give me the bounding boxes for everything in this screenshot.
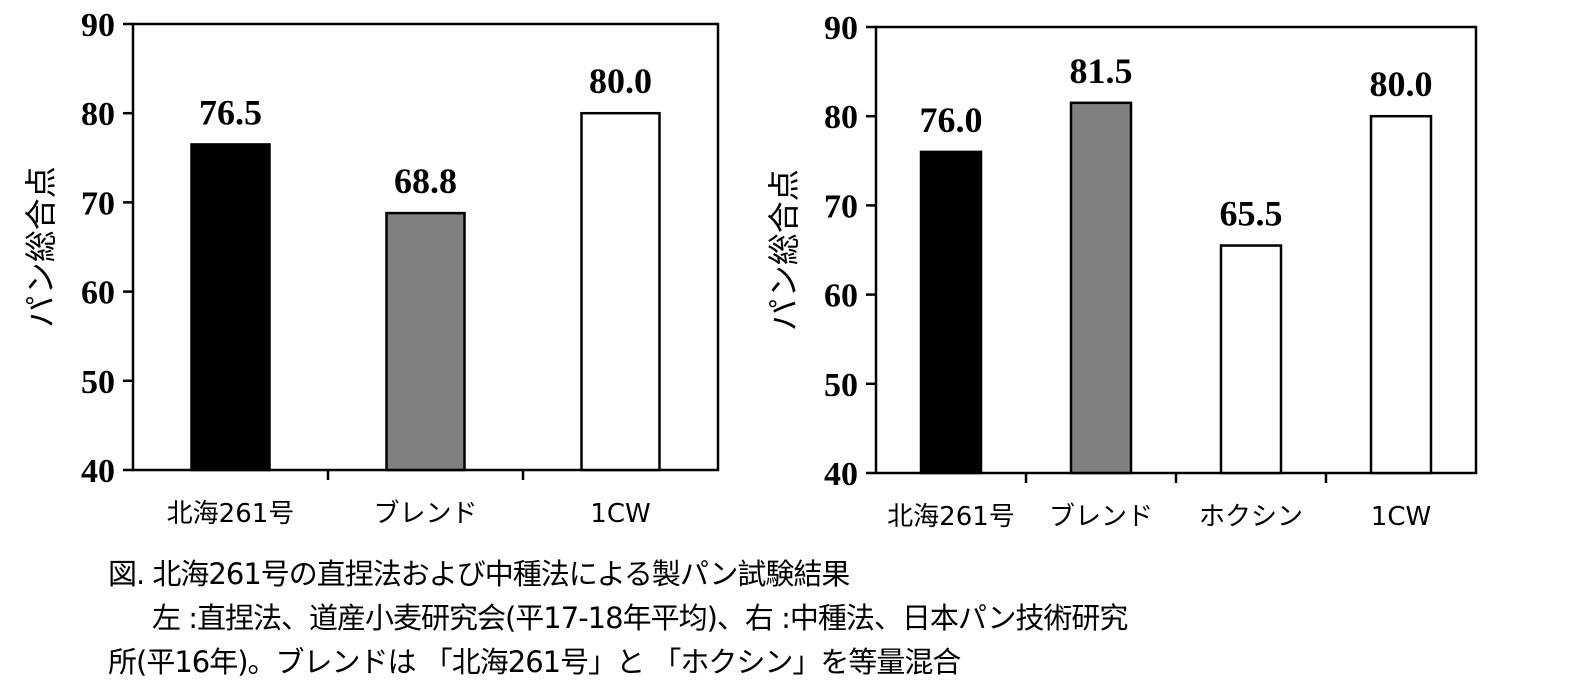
x-tick-label: ホクシン xyxy=(1199,502,1303,532)
bar xyxy=(1069,101,1133,475)
bar xyxy=(919,150,983,475)
chart-1: 40 50 60 70 80 90 76.5 北海261号 68.8 ブレンド 80.0 1CW パン総… xyxy=(22,7,720,529)
bar xyxy=(385,211,466,472)
x-tick-label: 1CW xyxy=(1371,502,1431,532)
y-tick-label: 70 xyxy=(81,185,115,222)
y-tick-label: 90 xyxy=(824,10,858,47)
caption-line-1: 図. 北海261号の直捏法および中種法による製パン試験結果 xyxy=(108,557,850,591)
bar xyxy=(1369,114,1433,475)
bar xyxy=(1219,244,1283,475)
chart-2: 40 50 60 70 80 90 76.0 北海261号 81.5 ブレンド 65.5 ホクシン 80… xyxy=(765,10,1478,532)
x-tick-label: ブレンド xyxy=(373,499,477,529)
caption-line-2: 左 :直捏法、道産小麦研究会(平17-18年平均)、右 :中種法、日本パン技術研… xyxy=(152,601,1128,635)
y-axis-label: パン総合点 xyxy=(765,169,803,331)
x-tick-label: 北海261号 xyxy=(167,499,295,529)
data-label: 76.5 xyxy=(199,92,262,132)
data-label: 80.0 xyxy=(1370,64,1433,104)
y-tick-label: 80 xyxy=(81,96,115,133)
x-tick-label: 北海261号 xyxy=(887,502,1015,532)
y-tick-label: 70 xyxy=(824,188,858,225)
x-tick-label: ブレンド xyxy=(1049,502,1153,532)
y-tick-label: 50 xyxy=(81,364,115,401)
y-axis-label: パン総合点 xyxy=(22,166,60,328)
y-tick-label: 40 xyxy=(824,456,858,493)
data-label: 81.5 xyxy=(1070,51,1133,91)
x-tick-label: 1CW xyxy=(590,499,650,529)
bar xyxy=(190,143,271,472)
figure-caption: 図. 北海261号の直捏法および中種法による製パン試験結果 左 :直捏法、道産小… xyxy=(108,552,1568,684)
y-tick-label: 60 xyxy=(81,275,115,312)
y-tick-label: 40 xyxy=(81,453,115,490)
bar xyxy=(580,111,661,472)
y-tick-label: 60 xyxy=(824,278,858,315)
data-label: 80.0 xyxy=(589,61,652,101)
charts-canvas: 40 50 60 70 80 90 76.5 北海261号 68.8 ブレンド 80.0 1CW パン総… xyxy=(22,7,1478,532)
y-tick-label: 80 xyxy=(824,99,858,136)
data-label: 68.8 xyxy=(394,161,457,201)
data-label: 76.0 xyxy=(920,100,983,140)
caption-line-3: 所(平16年)。ブレンドは 「北海261号」と 「ホクシン」を等量混合 xyxy=(108,645,961,679)
data-label: 65.5 xyxy=(1220,194,1283,234)
y-tick-label: 50 xyxy=(824,367,858,404)
y-tick-label: 90 xyxy=(81,7,115,44)
